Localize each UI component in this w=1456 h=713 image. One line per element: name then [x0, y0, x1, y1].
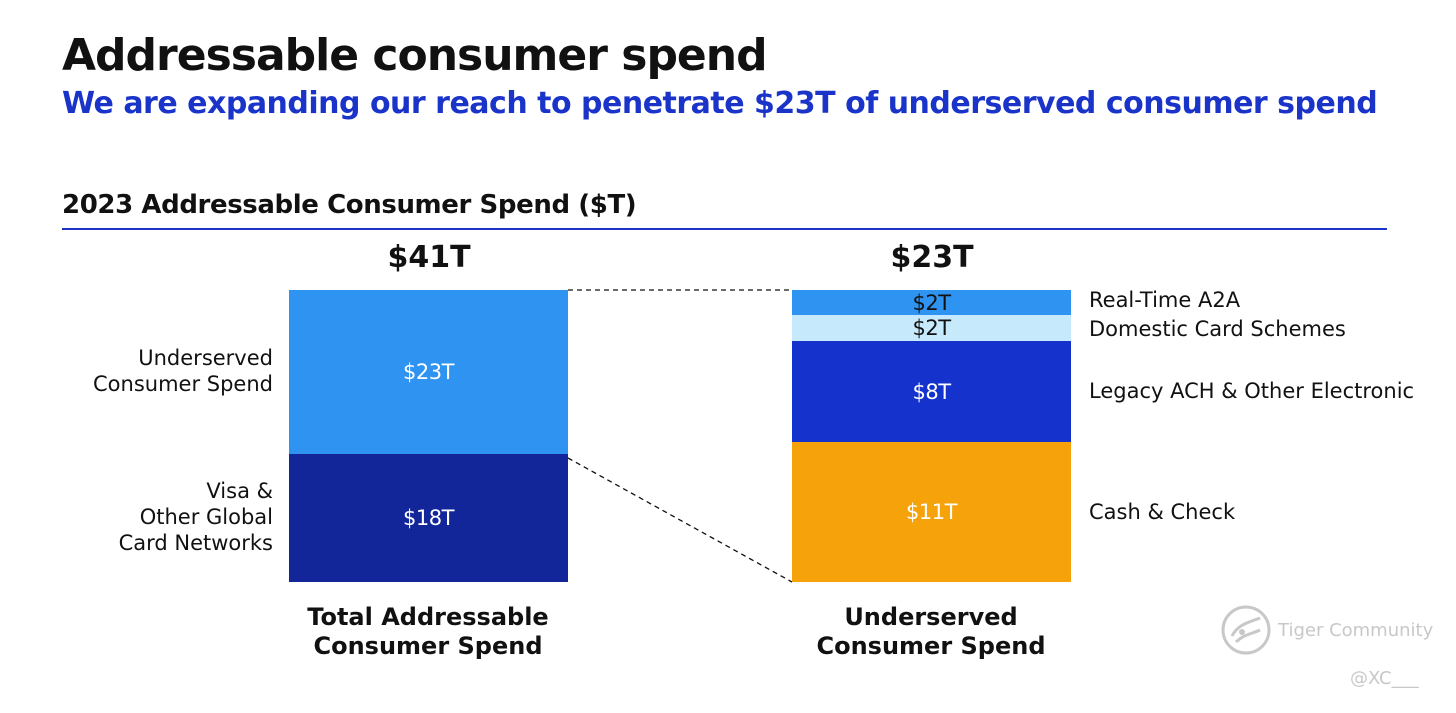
bar-segment-domestic-card: $2T: [792, 315, 1071, 341]
chart-title: 2023 Addressable Consumer Spend ($T): [62, 190, 637, 220]
title-divider: [62, 228, 1387, 230]
bar-segment-legacy-ach: $8T: [792, 340, 1071, 443]
legend-label-domestic-card: Domestic Card Schemes: [1089, 317, 1346, 341]
bar-caption-total: Total Addressable Consumer Spend: [307, 603, 549, 660]
watermark-handle: @XC___: [1350, 668, 1419, 689]
watermark-text: Tiger Community: [1278, 619, 1434, 641]
value-label-real-time-a2a: $2T: [912, 290, 951, 315]
slide-subtitle: We are expanding our reach to penetrate …: [62, 86, 1378, 121]
value-label-visa: $18T: [403, 505, 454, 530]
legend-label-underserved: Underserved Consumer Spend: [93, 346, 273, 396]
connector-bottom-line: [567, 457, 793, 583]
bar-segment-cash-check: $11T: [792, 442, 1071, 582]
value-label-underserved: $23T: [403, 359, 454, 384]
tiger-logo-icon: [1221, 605, 1271, 655]
total-label-left: $41T: [387, 240, 471, 275]
legend-label-cash-check: Cash & Check: [1089, 500, 1236, 524]
value-label-legacy-ach: $8T: [912, 379, 951, 404]
watermark: Tiger Community: [1220, 604, 1433, 656]
bar-segment-visa: $18T: [289, 453, 568, 582]
legend-label-visa: Visa & Other Global Card Networks: [118, 479, 273, 555]
total-label-right: $23T: [890, 240, 974, 275]
bar-segment-underserved: $23T: [289, 290, 568, 454]
legend-label-real-time-a2a: Real-Time A2A: [1089, 288, 1241, 312]
total-spend-bar: $23T $18T: [289, 290, 568, 582]
value-label-cash-check: $11T: [906, 500, 957, 525]
bar-caption-underserved: Underserved Consumer Spend: [816, 603, 1046, 660]
slide-title: Addressable consumer spend: [62, 30, 768, 81]
underserved-spend-bar: $2T $2T $8T $11T: [792, 290, 1071, 582]
value-label-domestic-card: $2T: [912, 316, 951, 341]
bar-segment-real-time-a2a: $2T: [792, 290, 1071, 316]
legend-label-legacy-ach: Legacy ACH & Other Electronic: [1089, 379, 1415, 403]
